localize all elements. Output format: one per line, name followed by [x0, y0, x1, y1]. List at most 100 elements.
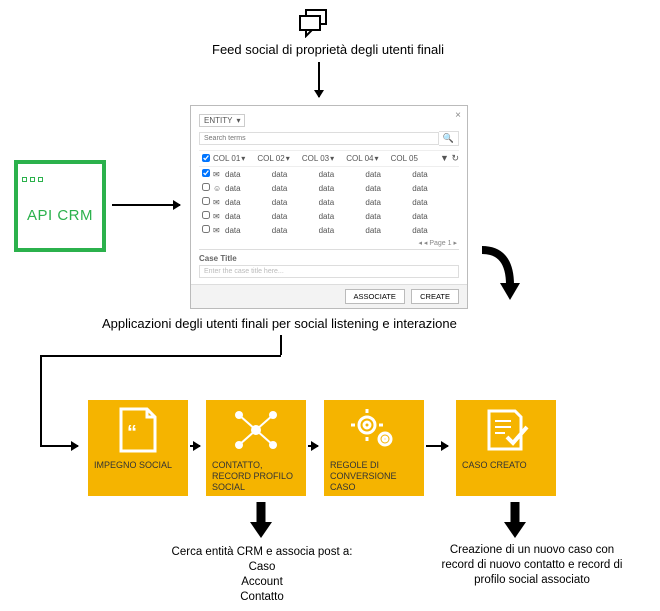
- document-quote-icon: “: [88, 400, 188, 460]
- arrow-down-thick: [246, 500, 276, 545]
- people-network-icon: [206, 400, 306, 460]
- flow-label: REGOLE DI CONVERSIONE CASO: [324, 460, 424, 496]
- pager[interactable]: ◂ ◂ Page 1 ▸: [201, 239, 457, 247]
- cell: data: [319, 184, 366, 193]
- cell: data: [272, 170, 319, 179]
- cell: data: [365, 226, 412, 235]
- mail-icon: ✉: [213, 170, 225, 179]
- mail-icon: ✉: [213, 212, 225, 221]
- arrow-top-to-dialog: [318, 62, 320, 97]
- connector: [40, 355, 281, 357]
- bottom-caption-2: Creazione di un nuovo caso con record di…: [432, 543, 632, 588]
- bt1-line2: Caso: [162, 560, 362, 575]
- filter-icon[interactable]: ▼: [440, 153, 449, 163]
- cell: data: [319, 212, 366, 221]
- case-title-input[interactable]: Enter the case title here...: [199, 265, 459, 278]
- col-header[interactable]: COL 04: [346, 154, 373, 163]
- col-header[interactable]: COL 05: [391, 154, 418, 163]
- document-check-icon: [456, 400, 556, 460]
- cell: data: [412, 170, 459, 179]
- cell: data: [225, 184, 272, 193]
- table-row[interactable]: ✉ data data data data data: [199, 195, 459, 209]
- close-icon[interactable]: ×: [455, 110, 461, 121]
- create-button[interactable]: CREATE: [411, 289, 459, 304]
- gears-icon: [324, 400, 424, 460]
- row-checkbox[interactable]: [202, 211, 210, 219]
- entity-dialog: × ENTITY ▾ 🔍 COL 01▾ COL 02▾ COL 03▾ COL …: [190, 105, 468, 309]
- dialog-buttons: ASSOCIATE CREATE: [191, 284, 467, 308]
- cell: data: [412, 184, 459, 193]
- flow-label: CASO CREATO: [456, 460, 556, 496]
- arrow-dialog-out: [480, 245, 530, 310]
- api-crm-box: API CRM: [14, 160, 106, 252]
- select-all-checkbox[interactable]: [202, 154, 210, 162]
- arrow-api-to-dialog: [112, 204, 180, 206]
- divider: [199, 249, 459, 250]
- flow-box-regole: REGOLE DI CONVERSIONE CASO: [324, 400, 424, 496]
- chevron-down-icon: ▾: [236, 116, 240, 125]
- api-crm-titlebar: [14, 160, 106, 182]
- results-table: COL 01▾ COL 02▾ COL 03▾ COL 04▾ COL 05 ▼…: [199, 150, 459, 237]
- cell: data: [412, 226, 459, 235]
- cell: data: [225, 170, 272, 179]
- contact-icon: ☺: [213, 184, 225, 193]
- cell: data: [272, 212, 319, 221]
- cell: data: [319, 170, 366, 179]
- arrow-into-flow1: [40, 445, 78, 447]
- bt1-line4: Contatto: [162, 590, 362, 605]
- table-row[interactable]: ✉ data data data data data: [199, 223, 459, 237]
- connector: [280, 335, 282, 355]
- cell: data: [365, 212, 412, 221]
- arrow-flow-3-4: [426, 445, 448, 447]
- cell: data: [412, 212, 459, 221]
- cell: data: [225, 198, 272, 207]
- flow-label: CONTATTO, RECORD PROFILO SOCIAL: [206, 460, 306, 496]
- flow-label: IMPEGNO SOCIAL: [88, 460, 188, 496]
- arrow-down-thick: [500, 500, 530, 545]
- cell: data: [225, 226, 272, 235]
- flow-box-impegno-social: “ IMPEGNO SOCIAL: [88, 400, 188, 496]
- cell: data: [272, 226, 319, 235]
- arrow-flow-2-3: [308, 445, 318, 447]
- refresh-icon[interactable]: ↻: [451, 153, 459, 163]
- row-checkbox[interactable]: [202, 225, 210, 233]
- svg-text:“: “: [127, 422, 137, 444]
- flow-box-caso-creato: CASO CREATO: [456, 400, 556, 496]
- col-header[interactable]: COL 01: [213, 154, 240, 163]
- table-row[interactable]: ✉ data data data data data: [199, 209, 459, 223]
- arrow-flow-1-2: [190, 445, 200, 447]
- cell: data: [225, 212, 272, 221]
- cell: data: [272, 184, 319, 193]
- mail-icon: ✉: [213, 198, 225, 207]
- row-checkbox[interactable]: [202, 169, 210, 177]
- search-row: 🔍: [199, 131, 459, 146]
- table-row[interactable]: ✉ data data data data data: [199, 167, 459, 181]
- api-crm-label: API CRM: [14, 182, 106, 252]
- table-row[interactable]: ☺ data data data data data: [199, 181, 459, 195]
- col-header[interactable]: COL 02: [257, 154, 284, 163]
- chat-bubbles-icon: [296, 8, 332, 43]
- row-checkbox[interactable]: [202, 197, 210, 205]
- top-caption: Feed social di proprietà degli utenti fi…: [168, 42, 488, 57]
- bt1-line3: Account: [162, 575, 362, 590]
- bt1-line1: Cerca entità CRM e associa post a:: [162, 545, 362, 560]
- row-checkbox[interactable]: [202, 183, 210, 191]
- cell: data: [319, 226, 366, 235]
- search-icon[interactable]: 🔍: [439, 131, 459, 146]
- col-header[interactable]: COL 03: [302, 154, 329, 163]
- connector: [40, 355, 42, 445]
- mail-icon: ✉: [213, 226, 225, 235]
- entity-label: ENTITY: [204, 116, 232, 125]
- case-title-label: Case Title: [199, 254, 459, 263]
- cell: data: [412, 198, 459, 207]
- cell: data: [365, 184, 412, 193]
- associate-button[interactable]: ASSOCIATE: [345, 289, 405, 304]
- table-header: COL 01▾ COL 02▾ COL 03▾ COL 04▾ COL 05 ▼…: [199, 151, 459, 167]
- search-input[interactable]: [199, 132, 439, 145]
- cell: data: [365, 198, 412, 207]
- entity-selector[interactable]: ENTITY ▾: [199, 114, 459, 127]
- flow-box-contatto: CONTATTO, RECORD PROFILO SOCIAL: [206, 400, 306, 496]
- bottom-caption-1: Cerca entità CRM e associa post a: Caso …: [162, 545, 362, 605]
- cell: data: [272, 198, 319, 207]
- cell: data: [319, 198, 366, 207]
